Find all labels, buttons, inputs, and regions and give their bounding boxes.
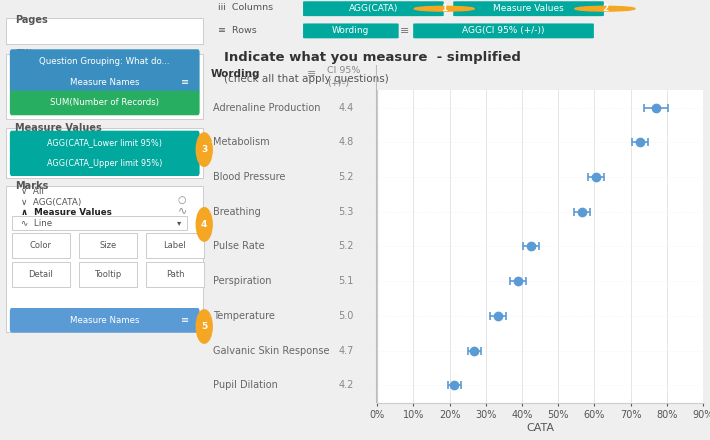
Text: ≡: ≡ [181, 77, 190, 87]
FancyBboxPatch shape [10, 151, 200, 176]
FancyBboxPatch shape [413, 23, 594, 38]
Text: iii  Columns: iii Columns [219, 3, 273, 11]
FancyBboxPatch shape [146, 262, 204, 287]
FancyBboxPatch shape [10, 91, 200, 115]
FancyBboxPatch shape [11, 216, 187, 230]
Text: 5.1: 5.1 [339, 276, 354, 286]
Text: Temperature: Temperature [213, 311, 275, 321]
Text: ∨  AGG(CATA): ∨ AGG(CATA) [21, 198, 82, 207]
Text: 4: 4 [201, 220, 207, 229]
Text: 2: 2 [602, 4, 608, 13]
FancyBboxPatch shape [10, 49, 200, 74]
Text: Perspiration: Perspiration [213, 276, 271, 286]
Text: Pages: Pages [15, 15, 48, 25]
Text: ∿  Line: ∿ Line [21, 219, 52, 227]
Text: Metabolism: Metabolism [213, 137, 269, 147]
Text: ∧  Measure Values: ∧ Measure Values [21, 208, 111, 217]
Text: Tooltip: Tooltip [94, 270, 121, 279]
Text: Wording: Wording [332, 26, 369, 35]
Text: ∨  All: ∨ All [21, 187, 44, 197]
Text: Filters: Filters [15, 49, 50, 59]
Text: Measure Names: Measure Names [70, 316, 139, 325]
Text: 5: 5 [201, 322, 207, 331]
Text: Label: Label [163, 241, 186, 250]
Circle shape [196, 133, 212, 166]
Text: 4.4: 4.4 [339, 103, 354, 113]
Text: 5.0: 5.0 [339, 311, 354, 321]
Text: ○: ○ [178, 195, 187, 205]
Text: SUM(Number of Records): SUM(Number of Records) [50, 99, 159, 107]
Text: 5.2: 5.2 [339, 242, 354, 251]
Circle shape [414, 6, 474, 11]
Text: 4.8: 4.8 [339, 137, 354, 147]
FancyBboxPatch shape [146, 233, 204, 258]
FancyBboxPatch shape [303, 1, 444, 16]
Text: Galvanic Skin Response: Galvanic Skin Response [213, 345, 329, 356]
Text: ≡: ≡ [400, 26, 410, 36]
Text: 3: 3 [201, 145, 207, 154]
Text: (check all that apply questions): (check all that apply questions) [224, 74, 389, 84]
Text: Breathing: Breathing [213, 207, 261, 216]
Text: ≡: ≡ [181, 315, 190, 325]
FancyBboxPatch shape [6, 128, 203, 178]
Text: Path: Path [165, 270, 184, 279]
Text: Blood Pressure: Blood Pressure [213, 172, 285, 182]
Text: ▾: ▾ [177, 219, 181, 227]
Text: 4.2: 4.2 [339, 380, 354, 390]
FancyBboxPatch shape [6, 186, 203, 332]
Text: Marks: Marks [15, 181, 48, 191]
Text: 5.2: 5.2 [339, 172, 354, 182]
Circle shape [575, 6, 635, 11]
Text: Measure Values: Measure Values [493, 4, 564, 13]
Text: Pulse Rate: Pulse Rate [213, 242, 264, 251]
Text: CI 95%: CI 95% [327, 66, 360, 75]
Circle shape [196, 310, 212, 343]
Text: Detail: Detail [28, 270, 53, 279]
FancyBboxPatch shape [79, 262, 137, 287]
Circle shape [196, 208, 212, 241]
FancyBboxPatch shape [10, 70, 200, 95]
Text: AGG(CI 95% (+/-)): AGG(CI 95% (+/-)) [462, 26, 545, 35]
FancyBboxPatch shape [6, 18, 203, 44]
FancyBboxPatch shape [10, 308, 200, 333]
Text: 5.3: 5.3 [339, 207, 354, 216]
FancyBboxPatch shape [453, 1, 604, 16]
Text: (+/-): (+/-) [327, 80, 349, 88]
FancyBboxPatch shape [303, 23, 398, 38]
Text: AGG(CATA): AGG(CATA) [349, 4, 398, 13]
FancyBboxPatch shape [79, 233, 137, 258]
Text: Measure Names: Measure Names [70, 78, 139, 87]
X-axis label: CATA: CATA [526, 423, 554, 433]
Text: ≡  Rows: ≡ Rows [219, 26, 257, 35]
Text: Measure Values: Measure Values [15, 123, 102, 133]
Text: ≡: ≡ [307, 69, 316, 78]
Text: Indicate what you measure  - simplified: Indicate what you measure - simplified [224, 51, 521, 64]
FancyBboxPatch shape [11, 262, 70, 287]
Text: 4.7: 4.7 [339, 345, 354, 356]
Text: ∿: ∿ [178, 205, 187, 216]
Text: Adrenaline Production: Adrenaline Production [213, 103, 320, 113]
Text: Size: Size [99, 241, 116, 250]
FancyBboxPatch shape [10, 131, 200, 155]
Text: 1: 1 [441, 4, 447, 13]
FancyBboxPatch shape [11, 233, 70, 258]
Text: Pupil Dilation: Pupil Dilation [213, 380, 278, 390]
Text: AGG(CATA_Upper limit 95%): AGG(CATA_Upper limit 95%) [47, 159, 163, 168]
FancyBboxPatch shape [6, 54, 203, 119]
Text: Question Grouping: What do...: Question Grouping: What do... [40, 57, 170, 66]
Text: Color: Color [30, 241, 52, 250]
Text: Wording: Wording [211, 69, 261, 78]
Text: AGG(CATA_Lower limit 95%): AGG(CATA_Lower limit 95%) [48, 139, 162, 147]
